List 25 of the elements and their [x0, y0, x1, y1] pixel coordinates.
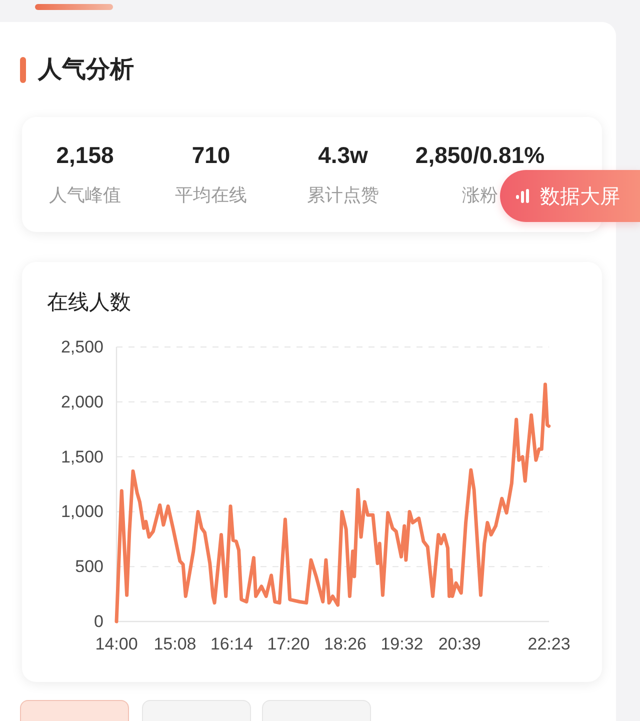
y-tick-label: 2,000 — [60, 392, 104, 412]
y-tick-label: 2,500 — [60, 337, 104, 356]
text: 2,850/0.81% — [415, 141, 545, 169]
x-tick-label: 22:23 — [528, 634, 570, 654]
text: 涨粉 — [462, 184, 498, 207]
y-tick-label: 0 — [94, 612, 104, 631]
text: 4.3w — [318, 141, 368, 169]
text: 710 — [192, 141, 230, 169]
pill-button: 数据大屏 — [500, 170, 640, 222]
y-tick-label: 500 — [75, 557, 104, 576]
x-tick-label: 20:39 — [438, 634, 481, 654]
text: 平均在线 — [175, 184, 247, 207]
text: 人气峰值 — [49, 184, 121, 207]
y-tick-label: 1,000 — [60, 502, 104, 522]
text: 累计点赞 — [307, 184, 379, 207]
x-tick-label: 19:32 — [380, 634, 424, 654]
x-tick-label: 14:00 — [95, 634, 138, 654]
y-tick-label: 1,500 — [60, 447, 104, 466]
x-tick-label: 15:08 — [154, 634, 196, 654]
text: 人气分析 — [38, 55, 134, 85]
x-tick-label: 18:26 — [324, 634, 366, 654]
text: 2,158 — [56, 141, 114, 169]
chart-title: 在线人数 — [47, 290, 131, 316]
x-tick-label: 16:14 — [210, 634, 253, 654]
x-tick-label: 17:20 — [267, 634, 310, 654]
